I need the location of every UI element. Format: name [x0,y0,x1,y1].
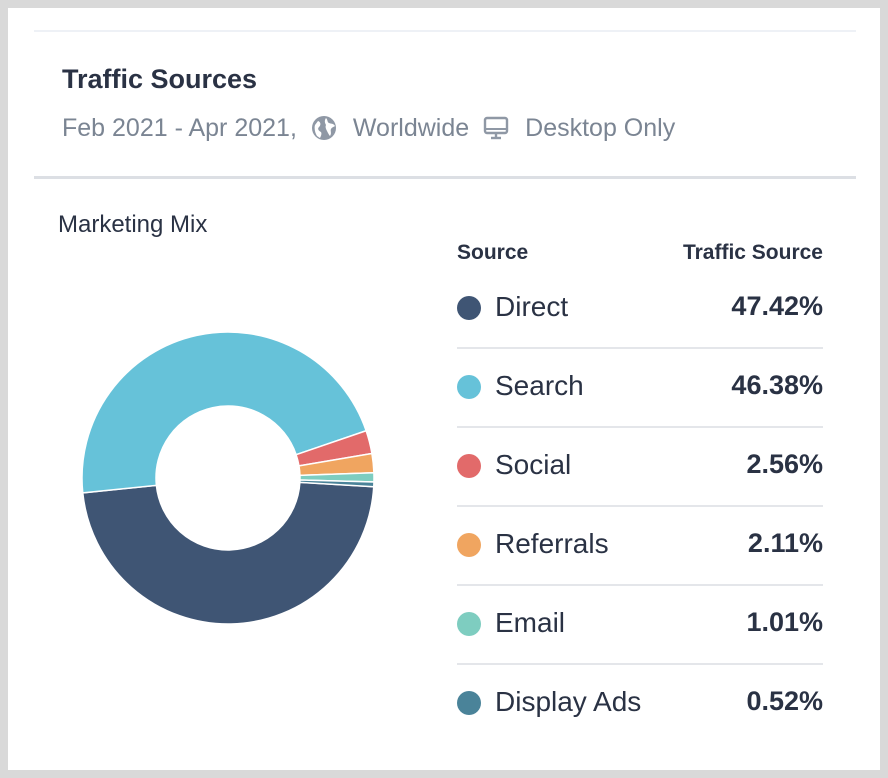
legend-label-display-ads: Display Ads [495,686,642,717]
date-range: Feb 2021 - Apr 2021, [62,113,297,142]
chart-title: Marketing Mix [58,211,208,238]
region-filter: Worldwide [352,113,470,142]
legend-row-social[interactable]: Social 2.56% [457,428,823,507]
legend-value-direct: 47.42% [731,291,823,321]
legend-value-display-ads: 0.52% [746,686,823,716]
top-divider [34,30,856,32]
donut-slice-direct[interactable] [81,481,375,625]
donut-slice-search[interactable] [81,331,368,494]
donut-slice-display-ads[interactable] [299,479,375,488]
legend-label-direct: Direct [495,291,569,322]
legend-dot-social [457,454,481,478]
legend-label-search: Search [495,370,584,401]
widget-title: Traffic Sources [62,64,258,94]
legend-dot-email [457,612,481,636]
legend-header-source: Source [457,241,529,264]
legend-row-search[interactable]: Search 46.38% [457,349,823,428]
globe-icon [309,113,339,143]
legend-label-email: Email [495,607,566,638]
legend-row-referrals[interactable]: Referrals 2.11% [457,507,823,586]
legend-value-social: 2.56% [746,449,823,479]
device-filter: Desktop Only [525,113,676,142]
legend-label-referrals: Referrals [495,528,609,559]
donut-chart [81,331,375,625]
legend-value-referrals: 2.11% [747,528,823,558]
legend-row-display-ads[interactable]: Display Ads 0.52% [457,665,823,742]
header-divider [34,176,856,179]
desktop-monitor-icon [481,113,511,143]
legend-dot-search [457,375,481,399]
widget-filters: Feb 2021 - Apr 2021, Worldwide Desktop O… [62,111,675,145]
legend-header-traffic-source: Traffic Source [682,241,823,264]
legend-row-email[interactable]: Email 1.01% [457,586,823,665]
legend-dot-display-ads [457,691,481,715]
legend-dot-direct [457,296,481,320]
legend-label-social: Social [495,449,572,480]
legend-row-direct[interactable]: Direct 47.42% [457,270,823,349]
legend-dot-referrals [457,533,481,557]
legend-value-search: 46.38% [731,370,823,400]
traffic-sources-card: Traffic Sources Feb 2021 - Apr 2021, Wor… [8,8,880,770]
legend-value-email: 1.01% [746,607,823,637]
legend-table: Direct 47.42% Search 46.38% Social 2.56% Refer… [457,270,823,742]
